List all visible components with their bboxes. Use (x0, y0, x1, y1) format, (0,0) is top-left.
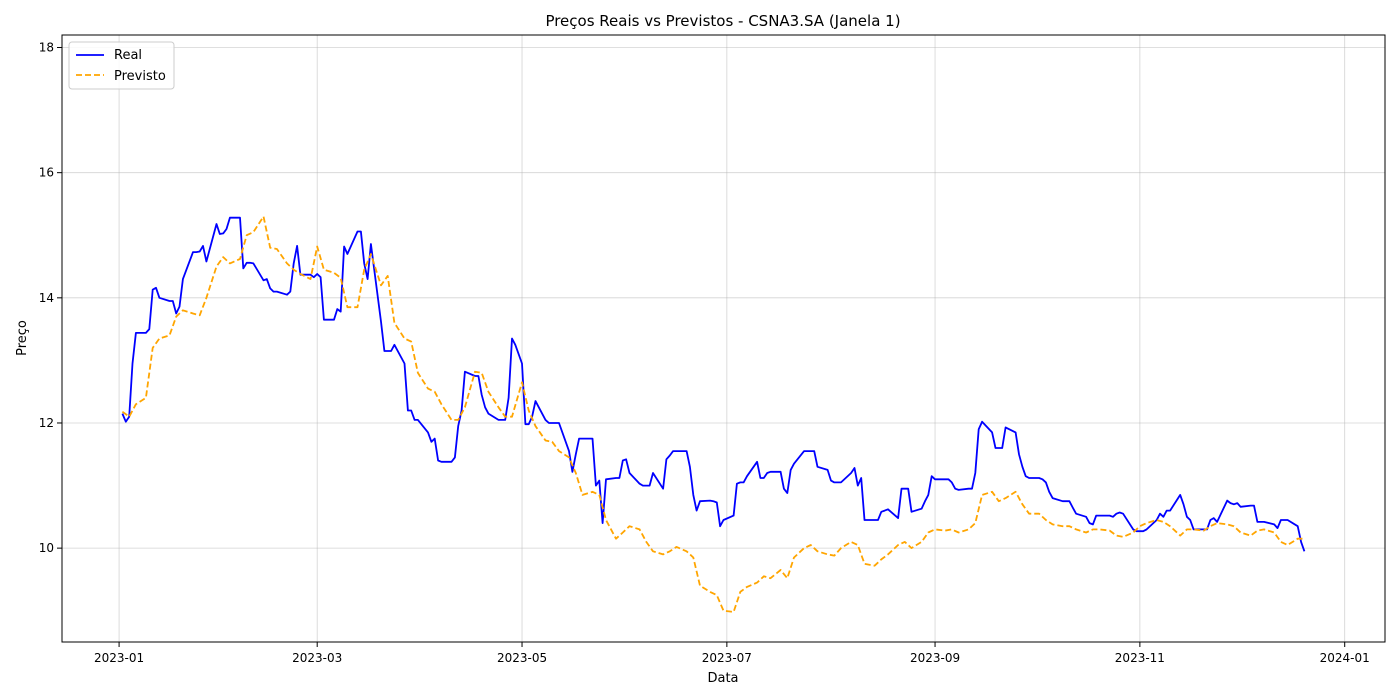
x-tick-label: 2023-09 (910, 651, 960, 665)
x-tick-label: 2023-11 (1115, 651, 1165, 665)
series-line-real (121, 216, 1306, 552)
y-tick-label: 12 (39, 416, 54, 430)
y-axis-label: Preço (15, 320, 30, 356)
series-line-previsto (121, 215, 1305, 613)
x-tick-label: 2023-05 (497, 651, 547, 665)
y-tick-label: 10 (39, 541, 54, 555)
legend-box (68, 41, 175, 90)
y-tick-label: 18 (39, 41, 54, 55)
x-axis-label: Data (707, 671, 738, 686)
y-axis-ticks: 10 12 14 16 18 (39, 41, 62, 555)
x-tick-label: 2023-01 (94, 651, 144, 665)
legend-label-previsto: Previsto (114, 69, 166, 84)
series-lines (121, 215, 1306, 613)
grid (62, 35, 1385, 642)
plot-frame (61, 34, 1386, 643)
chart-title: Preços Reais vs Previstos - CSNA3.SA (Ja… (545, 12, 900, 30)
legend: Real Previsto (68, 41, 175, 90)
x-axis-ticks: 2023-01 2023-03 2023-05 2023-07 2023-09 2023-… (94, 642, 1370, 665)
y-tick-label: 16 (39, 166, 54, 180)
legend-label-real: Real (114, 48, 142, 63)
x-tick-label: 2023-07 (702, 651, 752, 665)
x-tick-label: 2024-01 (1320, 651, 1370, 665)
y-tick-label: 14 (39, 291, 54, 305)
x-tick-label: 2023-03 (292, 651, 342, 665)
